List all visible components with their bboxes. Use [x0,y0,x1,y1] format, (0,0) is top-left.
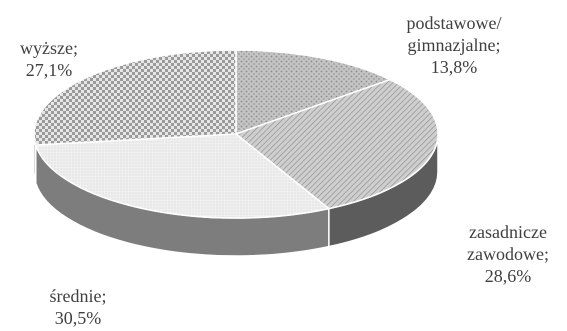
slice-name-2: średnie; [50,286,107,306]
slice-value-3: 27,1% [26,60,73,80]
slice-name-1: zawodowe; [467,244,549,264]
slice-value-1: 28,6% [485,266,532,286]
slice-label-2: średnie; 30,5% [50,286,107,328]
pie-labels: podstawowe/gimnazjalne; 13,8% zasadnicze za… [20,13,549,328]
slice-name-0: podstawowe/ [407,13,502,33]
slice-name-1: zasadnicze [469,222,547,242]
pie-tops [33,49,439,219]
slice-label-0: podstawowe/gimnazjalne; 13,8% [407,13,502,77]
pie-slice-1 [234,78,439,210]
slice-label-3: wyższe; 27,1% [20,38,78,80]
slice-label-1: zasadnicze zawodowe; 28,6% [467,222,549,286]
slice-value-2: 30,5% [55,308,102,328]
slice-name-3: wyższe; [20,38,78,58]
slice-name-0: gimnazjalne; [408,35,501,55]
pie-slice-0 [235,49,392,136]
pie-slice-2 [34,133,331,219]
pie-slice-3 [33,49,237,146]
slice-value-0: 13,8% [431,57,478,77]
